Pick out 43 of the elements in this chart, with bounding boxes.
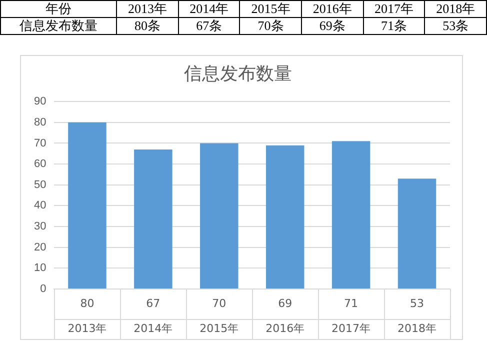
x-tick-label: 2013年	[68, 322, 107, 335]
text: 2014年	[178, 0, 240, 18]
text: 2017年	[363, 0, 425, 18]
data-label: 69	[278, 296, 292, 310]
y-tick-label: 0	[40, 283, 46, 296]
y-tick-label: 80	[34, 116, 46, 128]
text: 53条	[424, 18, 486, 34]
text: 67条	[178, 18, 240, 34]
x-tick-label: 2014年	[134, 322, 173, 335]
bar	[68, 122, 106, 288]
y-tick-label: 40	[34, 200, 46, 212]
x-tick-label: 2016年	[266, 322, 305, 335]
text: 2018年	[424, 0, 486, 18]
text: 年份	[0, 0, 117, 18]
y-tick-label: 90	[34, 96, 46, 108]
bar	[332, 141, 370, 288]
y-tick-label: 10	[34, 262, 46, 274]
y-tick-label: 50	[34, 178, 46, 191]
y-tick-label: 30	[34, 220, 46, 233]
y-tick-label: 20	[34, 241, 46, 254]
data-label: 71	[344, 296, 358, 310]
text: 71条	[363, 18, 425, 34]
bar	[134, 149, 172, 288]
data-label: 67	[146, 296, 160, 310]
text: 69条	[302, 18, 364, 34]
x-tick-label: 2018年	[398, 322, 437, 335]
text: 2013年	[116, 0, 178, 18]
x-tick-label: 2017年	[332, 322, 371, 335]
bar	[200, 143, 238, 288]
y-tick-label: 60	[34, 158, 46, 170]
bar	[266, 145, 304, 288]
text: 信息发布数量	[0, 18, 117, 34]
text: 70条	[240, 18, 302, 34]
text: 80条	[116, 18, 178, 34]
text: 2016年	[302, 0, 364, 18]
data-label: 80	[80, 296, 94, 310]
data-label: 53	[410, 296, 424, 310]
text: 2015年	[240, 0, 302, 18]
data-label: 70	[212, 296, 226, 310]
x-tick-label: 2015年	[200, 322, 239, 335]
y-tick-label: 70	[34, 137, 46, 150]
bar	[398, 178, 436, 288]
chart-title: 信息发布数量	[184, 63, 292, 84]
